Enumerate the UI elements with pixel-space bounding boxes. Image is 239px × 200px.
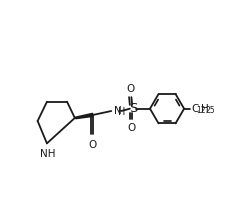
Text: H: H <box>201 104 209 114</box>
Polygon shape <box>76 113 93 119</box>
Text: O: O <box>88 140 97 150</box>
Text: N: N <box>114 106 121 116</box>
Text: O: O <box>127 123 136 133</box>
Text: H: H <box>118 107 126 117</box>
Text: C: C <box>191 104 198 114</box>
Text: 12: 12 <box>196 106 205 115</box>
Text: S: S <box>129 102 137 115</box>
Text: 25: 25 <box>206 106 215 115</box>
Text: O: O <box>126 84 135 94</box>
Text: NH: NH <box>40 149 55 159</box>
